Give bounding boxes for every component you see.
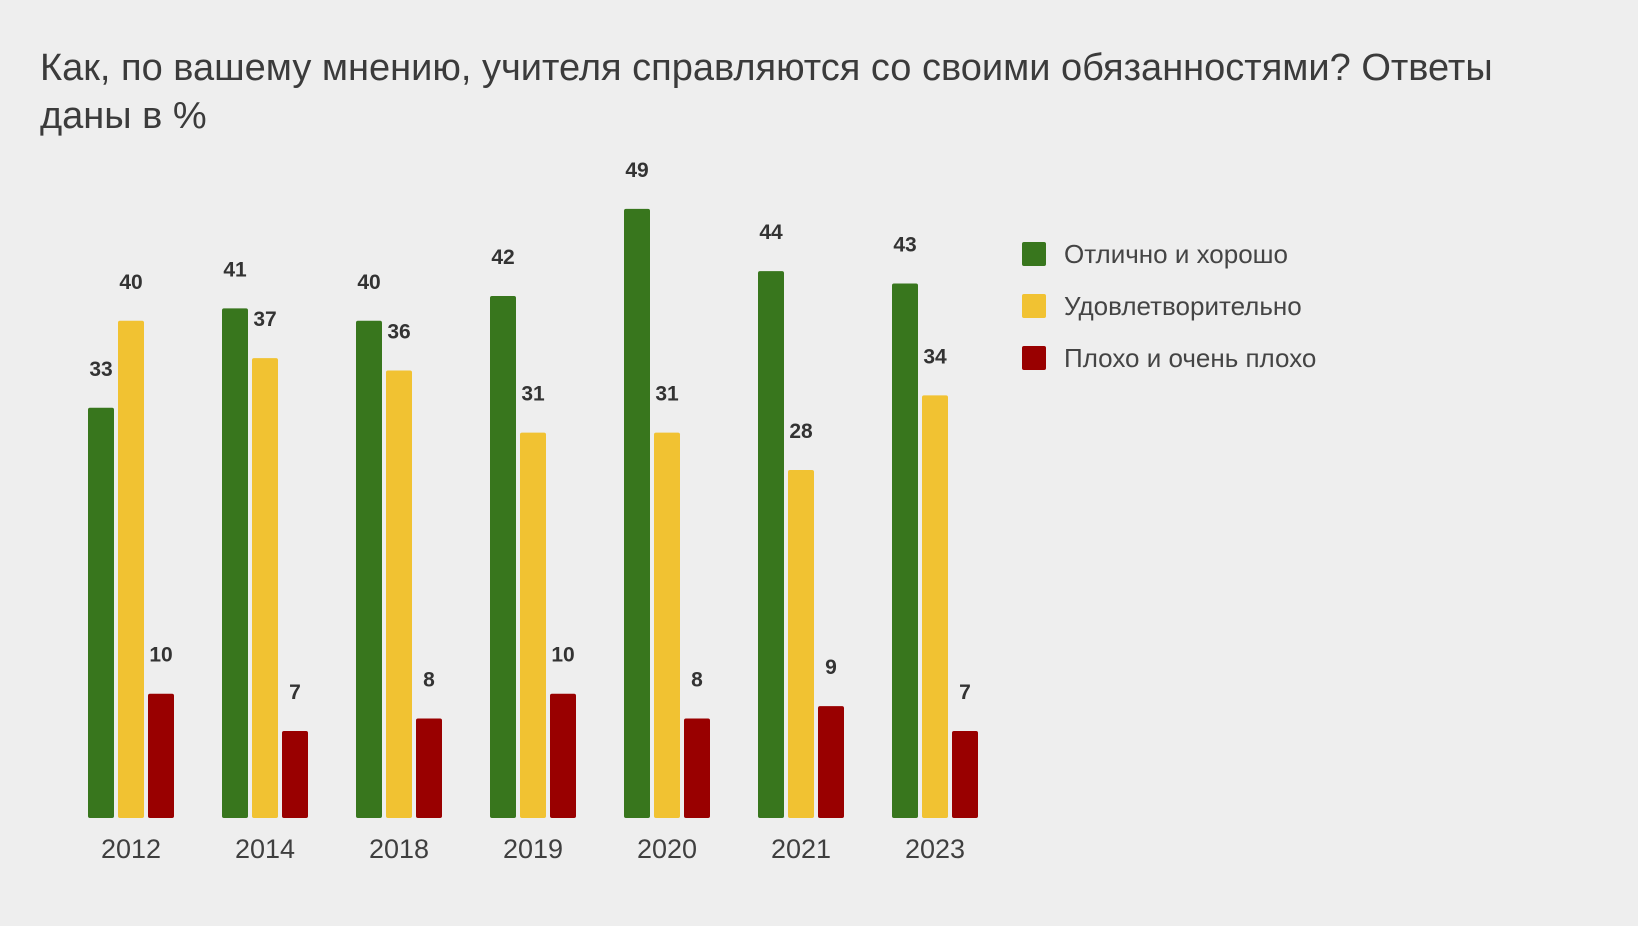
data-label-2023-series-2: 34 xyxy=(923,345,947,368)
bar-2018-series-1 xyxy=(356,320,382,818)
data-label-2014-series-3: 7 xyxy=(289,681,301,704)
legend-item-1: Отлично и хорошо xyxy=(1022,228,1316,280)
data-label-2018-series-3: 8 xyxy=(423,669,435,692)
bar-2023-series-3 xyxy=(952,730,978,818)
bar-2020-series-2 xyxy=(654,432,680,818)
bar-2021-series-3 xyxy=(818,706,844,818)
data-label-2012-series-1: 33 xyxy=(89,358,112,381)
legend-label-3: Плохо и очень плохо xyxy=(1064,342,1317,373)
bar-2012-series-3 xyxy=(148,693,174,818)
legend-label-2: Удовлетворительно xyxy=(1064,290,1302,321)
legend-swatch-2 xyxy=(1022,294,1046,318)
data-label-2021-series-1: 44 xyxy=(759,221,783,244)
data-label-2019-series-2: 31 xyxy=(521,383,545,406)
chart-title: Как, по вашему мнению, учителя справляют… xyxy=(40,47,1493,137)
x-tick-label-2014: 2014 xyxy=(235,834,295,864)
x-tick-label-2020: 2020 xyxy=(637,834,697,864)
data-label-2023-series-3: 7 xyxy=(959,681,971,704)
legend-swatch-3 xyxy=(1022,346,1046,370)
bar-2014-series-2 xyxy=(252,358,278,818)
data-label-2018-series-1: 40 xyxy=(357,271,380,294)
data-label-2021-series-2: 28 xyxy=(789,420,813,443)
bar-2014-series-1 xyxy=(222,308,248,818)
data-label-2018-series-2: 36 xyxy=(387,321,410,344)
data-label-2012-series-3: 10 xyxy=(149,644,172,667)
bar-2012-series-2 xyxy=(118,320,144,818)
data-label-2014-series-1: 41 xyxy=(223,258,247,281)
data-label-2020-series-2: 31 xyxy=(655,383,679,406)
legend-item-2: Удовлетворительно xyxy=(1022,280,1316,332)
legend: Отлично и хорошо Удовлетворительно Плохо и… xyxy=(1022,228,1316,384)
bar-2020-series-3 xyxy=(684,718,710,818)
x-tick-label-2023: 2023 xyxy=(905,834,965,864)
bar-2023-series-2 xyxy=(922,395,948,818)
data-label-2019-series-1: 42 xyxy=(491,246,514,269)
bar-2018-series-3 xyxy=(416,718,442,818)
legend-swatch-1 xyxy=(1022,242,1046,266)
legend-label-1: Отлично и хорошо xyxy=(1064,238,1288,269)
bar-2019-series-1 xyxy=(490,295,516,818)
bar-2023-series-1 xyxy=(892,283,918,818)
data-label-2021-series-3: 9 xyxy=(825,656,837,679)
bar-2019-series-2 xyxy=(520,432,546,818)
x-tick-label-2018: 2018 xyxy=(369,834,429,864)
bar-2012-series-1 xyxy=(88,407,114,818)
bar-2018-series-2 xyxy=(386,370,412,818)
bar-2021-series-2 xyxy=(788,469,814,818)
bar-2014-series-3 xyxy=(282,730,308,818)
data-label-2019-series-3: 10 xyxy=(551,644,574,667)
data-label-2012-series-2: 40 xyxy=(119,271,142,294)
x-tick-label-2019: 2019 xyxy=(503,834,563,864)
bar-2020-series-1 xyxy=(624,208,650,818)
legend-item-3: Плохо и очень плохо xyxy=(1022,332,1316,384)
x-tick-label-2012: 2012 xyxy=(101,834,161,864)
data-label-2014-series-2: 37 xyxy=(253,308,276,331)
bar-2021-series-1 xyxy=(758,271,784,819)
data-label-2020-series-1: 49 xyxy=(625,159,648,182)
data-label-2023-series-1: 43 xyxy=(893,234,916,257)
data-label-2020-series-3: 8 xyxy=(691,669,703,692)
bar-2019-series-3 xyxy=(550,693,576,818)
x-tick-label-2021: 2021 xyxy=(771,834,831,864)
